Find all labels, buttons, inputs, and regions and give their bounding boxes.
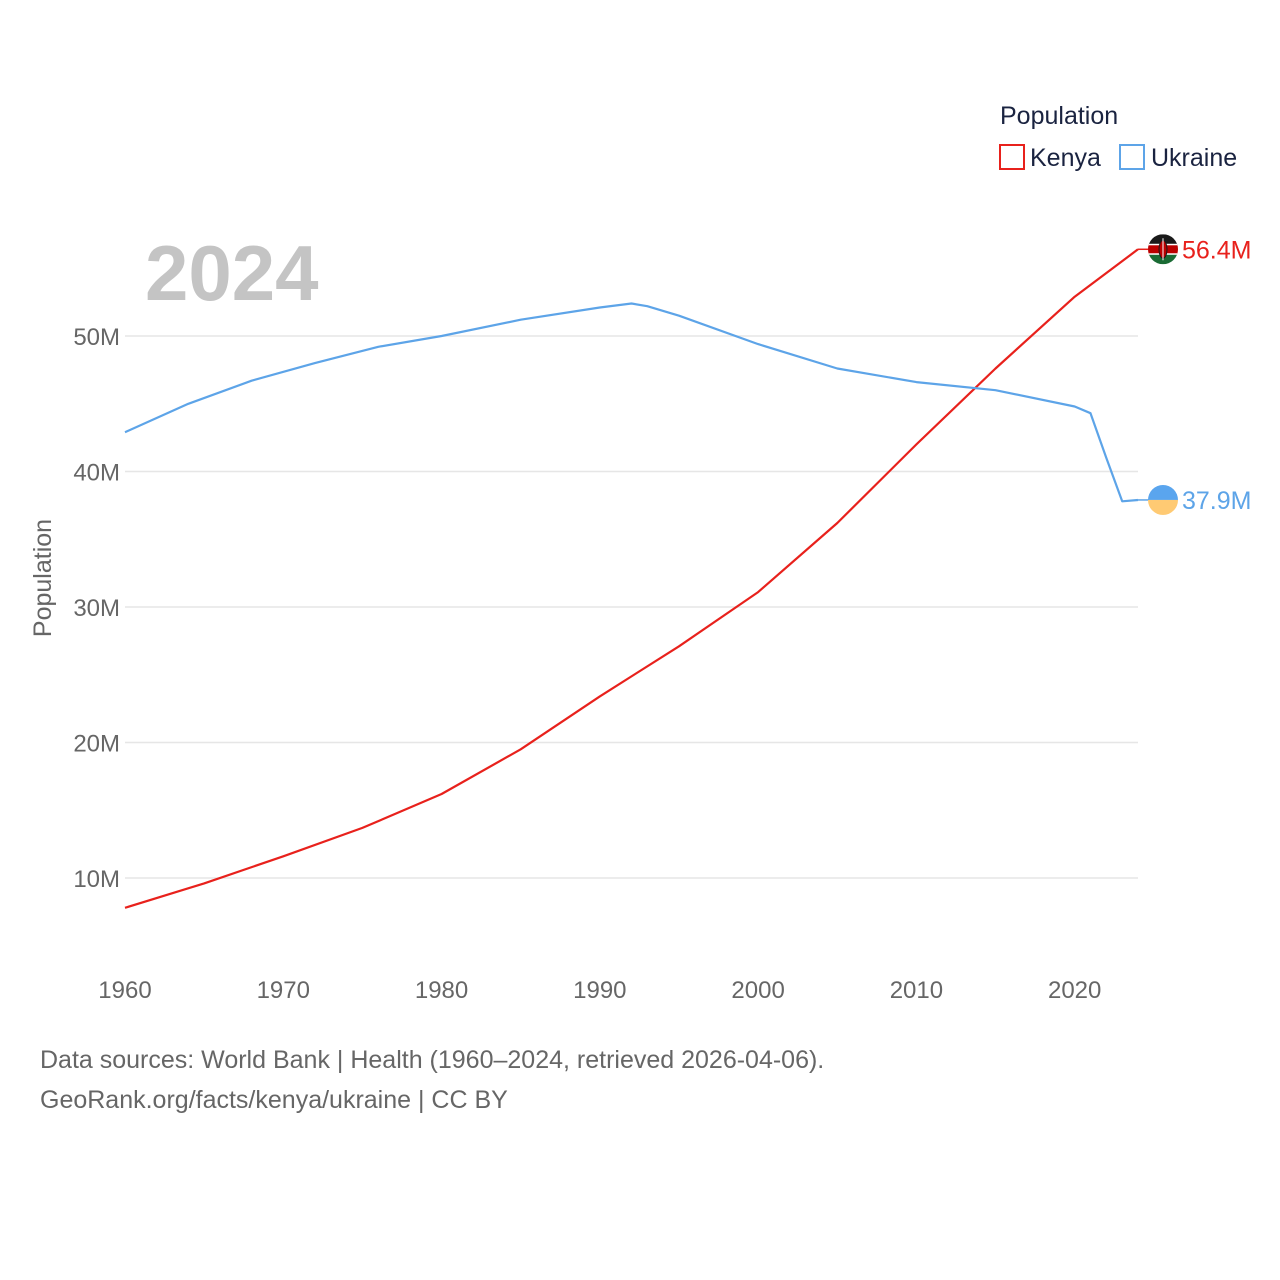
end-label-ukraine: 37.9M	[1182, 487, 1251, 515]
x-tick-2010: 2010	[890, 977, 943, 1004]
end-label-kenya: 56.4M	[1182, 236, 1251, 264]
x-tick-1980: 1980	[415, 977, 468, 1004]
y-axis-ticks: 10M 20M 30M 40M 50M	[73, 324, 120, 893]
data-sources: Data sources: World Bank | Health (1960–…	[40, 1040, 824, 1120]
sources-line-2[interactable]: GeoRank.org/facts/kenya/ukraine | CC BY	[40, 1086, 508, 1114]
y-tick-10M: 10M	[73, 866, 120, 893]
x-tick-1970: 1970	[257, 977, 310, 1004]
y-tick-30M: 30M	[73, 595, 120, 622]
x-axis-ticks: 1960 1970 1980 1990 2000 2010 2020	[98, 977, 1101, 1004]
legend-swatch-ukraine	[1119, 144, 1145, 170]
legend-swatch-kenya	[999, 144, 1025, 170]
y-tick-40M: 40M	[73, 460, 120, 487]
kenya-flag-icon	[1148, 234, 1178, 265]
x-tick-1960: 1960	[98, 977, 151, 1004]
legend-label-ukraine: Ukraine	[1151, 144, 1237, 172]
series-line-ukraine[interactable]	[124, 302, 1139, 503]
line-chart: 10M 20M 30M 40M 50M 1960 1970 1980 1990 2000 2010…	[29, 102, 1251, 1004]
sources-line-1: Data sources: World Bank | Health (1960–…	[40, 1046, 825, 1074]
legend-title: Population	[1000, 102, 1118, 130]
series-lines	[124, 248, 1139, 909]
legend-item-kenya[interactable]: Kenya	[999, 144, 1101, 172]
x-tick-2020: 2020	[1048, 977, 1101, 1004]
year-label: 2024	[145, 229, 319, 317]
legend-label-kenya: Kenya	[1030, 144, 1101, 172]
ukraine-flag-icon	[1148, 484, 1178, 515]
legend: Population Kenya Ukraine	[999, 102, 1237, 172]
grid-lines	[125, 335, 1138, 879]
legend-item-ukraine[interactable]: Ukraine	[1119, 144, 1237, 172]
y-tick-50M: 50M	[73, 324, 120, 351]
x-tick-2000: 2000	[731, 977, 784, 1004]
y-tick-20M: 20M	[73, 731, 120, 758]
y-axis-label: Population	[29, 519, 57, 637]
x-tick-1990: 1990	[573, 977, 626, 1004]
series-line-kenya[interactable]	[124, 248, 1139, 909]
series-end-markers: 56.4M 37.9M	[1138, 234, 1251, 515]
